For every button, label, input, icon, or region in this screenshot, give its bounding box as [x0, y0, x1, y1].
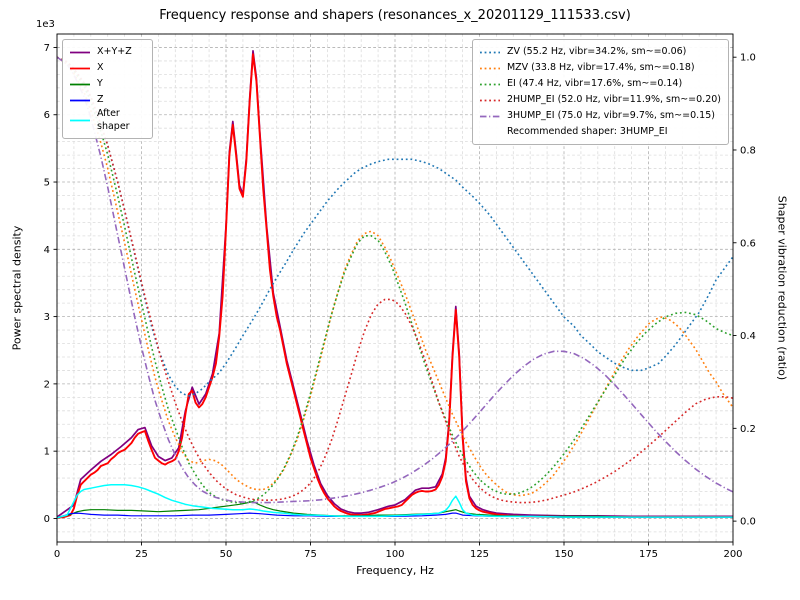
legend-entry: MZV (33.8 Hz, vibr=17.4%, sm~=0.18) — [479, 60, 721, 76]
y-right-tick-label: 0.0 — [740, 517, 756, 528]
legend-line-sample — [479, 67, 500, 69]
legend-note: Recommended shaper: 3HUMP_EI — [506, 125, 668, 137]
legend-entry: Z — [69, 92, 145, 108]
x-tick-label: 0 — [54, 549, 60, 560]
y-left-tick-label: 1 — [44, 447, 50, 458]
y-left-tick-label: 3 — [44, 312, 50, 323]
legend-entry: 3HUMP_EI (75.0 Hz, vibr=9.7%, sm~=0.15) — [479, 108, 721, 124]
series-ei — [57, 56, 733, 504]
chart-title: Frequency response and shapers (resonanc… — [159, 8, 631, 23]
y-right-tick-label: 1.0 — [740, 53, 756, 64]
y-left-tick-label: 7 — [44, 43, 50, 54]
legend-label: EI (47.4 Hz, vibr=17.6%, sm~=0.14) — [506, 77, 683, 89]
y-right-tick-label: 0.2 — [740, 424, 756, 435]
y-right-tick-label: 0.8 — [740, 145, 756, 156]
legend-label: X+Y+Z — [97, 45, 132, 57]
legend-line-sample — [479, 115, 500, 117]
x-tick-label: 75 — [304, 549, 317, 560]
x-tick-label: 175 — [639, 549, 658, 560]
legend-label: 3HUMP_EI (75.0 Hz, vibr=9.7%, sm~=0.15) — [506, 109, 715, 121]
series-2hump_ei — [57, 56, 733, 504]
legend-entry: ZV (55.2 Hz, vibr=34.2%, sm~=0.06) — [479, 44, 721, 60]
y-left-tick-label: 4 — [44, 245, 50, 256]
legend-line-sample — [70, 67, 90, 69]
legend-line-sample — [70, 83, 90, 85]
legend-entry: Y — [69, 76, 145, 92]
legend-label: Y — [97, 77, 103, 89]
legend-shapers: ZV (55.2 Hz, vibr=34.2%, sm~=0.06) MZV (3… — [471, 39, 729, 145]
x-tick-label: 150 — [554, 549, 573, 560]
series-mzv — [57, 56, 733, 497]
legend-psd: X+Y+Z X Y Z After shaper — [62, 39, 153, 139]
legend-entry: X+Y+Z — [69, 44, 145, 60]
legend-entry: After shaper — [69, 108, 145, 134]
y-left-axis-label: Power spectral density — [10, 225, 24, 351]
legend-entry: X — [69, 60, 145, 76]
legend-label: 2HUMP_EI (52.0 Hz, vibr=11.9%, sm~=0.20) — [506, 93, 721, 105]
series-x — [57, 53, 733, 519]
legend-line-sample — [479, 83, 500, 85]
y-right-axis-label: Shaper vibration reduction (ratio) — [775, 195, 789, 381]
y-left-tick-label: 0 — [44, 514, 50, 525]
x-tick-label: 100 — [385, 549, 404, 560]
y-left-tick-label: 2 — [44, 379, 50, 390]
legend-line-sample — [70, 119, 90, 122]
legend-label: X — [97, 61, 104, 73]
legend-entry: EI (47.4 Hz, vibr=17.6%, sm~=0.14) — [479, 76, 721, 92]
x-tick-label: 125 — [470, 549, 489, 560]
legend-label: ZV (55.2 Hz, vibr=34.2%, sm~=0.06) — [506, 45, 687, 57]
x-tick-label: 25 — [135, 549, 148, 560]
axis-offset-text: 1e3 — [36, 19, 55, 30]
y-left-tick-label: 6 — [44, 110, 50, 121]
legend-line-sample — [479, 99, 500, 101]
series-after-shaper — [57, 484, 733, 519]
legend-label: Z — [97, 93, 104, 105]
legend-label: MZV (33.8 Hz, vibr=17.4%, sm~=0.18) — [506, 61, 695, 73]
x-axis-label: Frequency, Hz — [356, 564, 434, 577]
legend-label: After shaper — [97, 108, 130, 132]
legend-line-sample — [479, 51, 500, 53]
legend-line-sample — [70, 99, 90, 101]
y-right-tick-label: 0.4 — [740, 331, 756, 342]
x-tick-label: 50 — [220, 549, 233, 560]
y-right-tick-label: 0.6 — [740, 238, 756, 249]
legend-entry: 2HUMP_EI (52.0 Hz, vibr=11.9%, sm~=0.20) — [479, 92, 721, 108]
x-tick-label: 200 — [723, 549, 742, 560]
series-zv — [57, 56, 733, 397]
legend-line-sample — [70, 51, 90, 53]
y-left-tick-label: 5 — [44, 178, 50, 189]
